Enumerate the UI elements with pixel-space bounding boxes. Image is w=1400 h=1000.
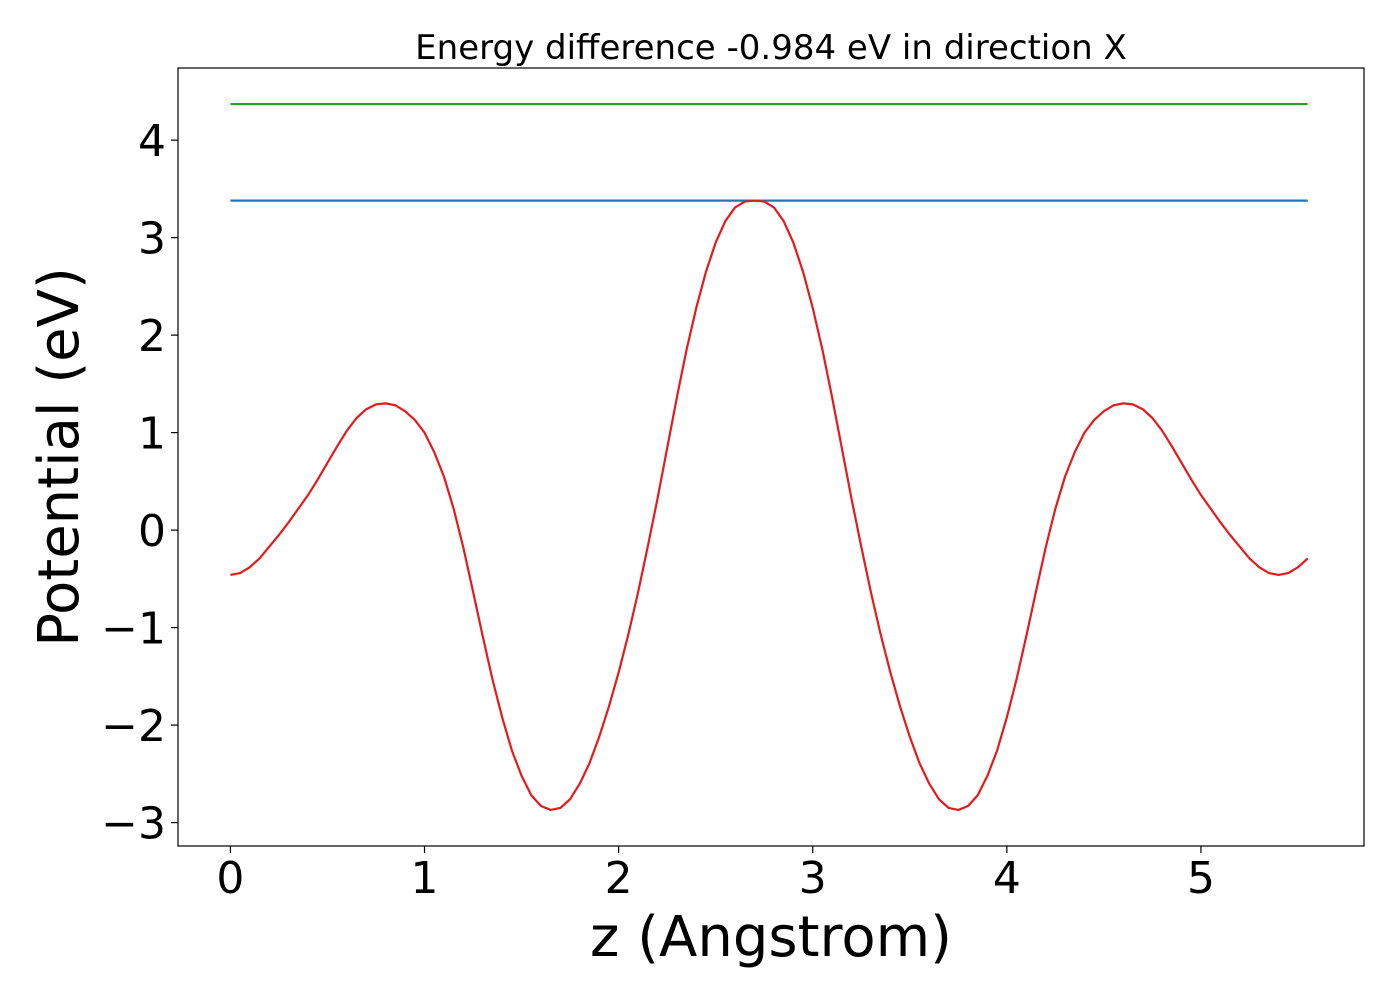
y-tick-label: 2 — [138, 311, 166, 362]
x-tick-label: 3 — [799, 853, 827, 904]
x-tick-label: 5 — [1187, 853, 1215, 904]
x-tick-label: 4 — [993, 853, 1021, 904]
y-axis-label: Potential (eV) — [27, 267, 92, 647]
y-tick-label: −1 — [101, 604, 166, 655]
y-tick-label: −2 — [101, 701, 166, 752]
plot-area — [230, 102, 1309, 812]
y-tick-label: −3 — [101, 799, 166, 850]
x-tick-label: 0 — [216, 853, 244, 904]
y-tick-label: 3 — [138, 214, 166, 265]
x-tick-label: 1 — [411, 853, 439, 904]
y-tick-label: 0 — [138, 506, 166, 557]
x-tick-label: 2 — [605, 853, 633, 904]
x-axis-label: z (Angstrom) — [590, 905, 952, 970]
y-tick-label: 4 — [138, 116, 166, 167]
chart-title: Energy difference -0.984 eV in direction… — [415, 28, 1127, 68]
x-axis-ticks: 0 1 2 3 4 5 — [216, 846, 1215, 904]
series-line-2 — [230, 199, 1309, 812]
axes-frame — [177, 67, 1365, 847]
y-axis-ticks: −3 −2 −1 0 1 2 3 4 — [101, 116, 178, 850]
y-tick-label: 1 — [138, 409, 166, 460]
